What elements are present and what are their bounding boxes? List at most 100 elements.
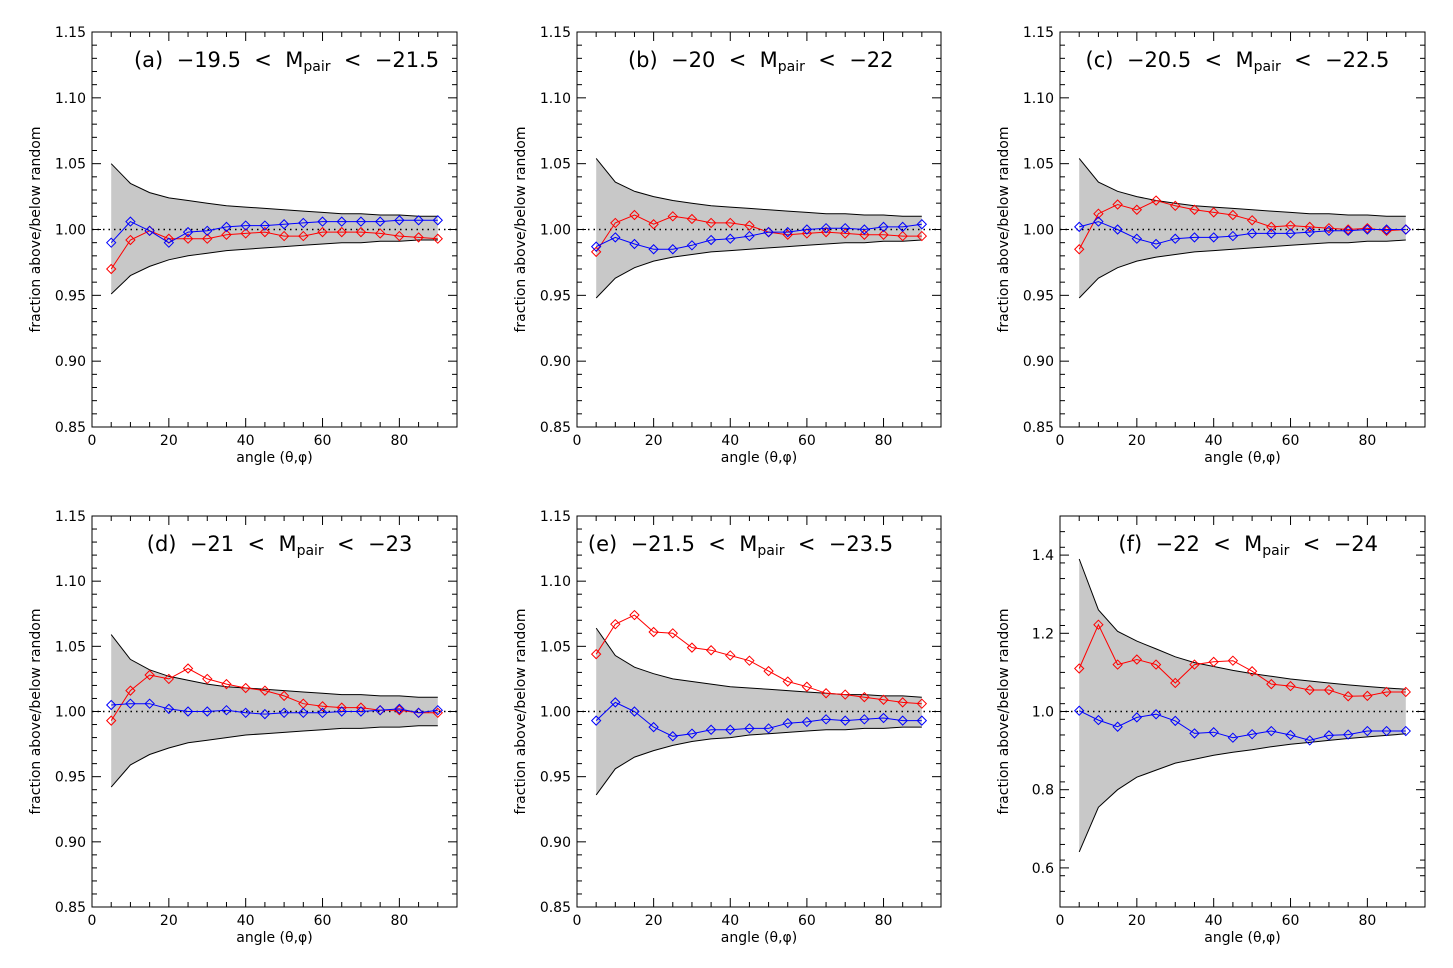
x-tick-label: 60 (798, 913, 816, 929)
title-sub: pair (778, 59, 805, 75)
data-point-blue (1246, 228, 1258, 239)
y-axis-label: fraction above/below random (28, 608, 44, 814)
panel-e: 0 20 40 60 80 0.85 0.90 0.95 1.00 1.05 1.10 1.15 ang… (513, 509, 942, 946)
data-point-blue (725, 724, 736, 735)
data-point-blue (1170, 233, 1181, 244)
y-tick-label: 1.15 (55, 25, 86, 41)
data-point-blue (317, 216, 328, 227)
data-point-blue (221, 221, 232, 233)
data-point-red (629, 609, 640, 621)
panel-title: (b) −20 < Mpair < −22 (628, 48, 894, 75)
y-tick-label: 1.0 (1032, 705, 1054, 721)
data-point-red (820, 688, 832, 699)
data-point-blue (374, 216, 386, 227)
data-point-blue (278, 219, 290, 230)
data-point-blue (125, 698, 136, 709)
y-tick-label: 1.00 (540, 223, 571, 239)
x-tick-label: 20 (645, 433, 663, 449)
data-point-blue (163, 237, 175, 248)
data-point-red (1208, 656, 1219, 668)
data-point-blue (1074, 705, 1085, 716)
band-upper-edge (595, 158, 922, 217)
data-point-red (1400, 686, 1411, 698)
data-point-blue (1285, 228, 1296, 239)
y-tick-label: 0.95 (55, 770, 86, 786)
title-label: (d) (147, 532, 177, 556)
x-axis-label: angle (θ,φ) (236, 450, 312, 466)
data-point-red (878, 229, 889, 240)
data-point-blue (1400, 725, 1411, 737)
data-point-blue (667, 731, 678, 742)
data-point-red (840, 689, 851, 700)
data-point-red (1285, 220, 1296, 231)
title-sp (163, 48, 176, 72)
data-point-red (1093, 208, 1104, 219)
y-tick-label: 0.85 (55, 900, 86, 916)
data-point-blue (1227, 732, 1239, 743)
data-point-blue (916, 219, 928, 230)
data-point-blue (432, 704, 443, 716)
y-tick-label: 1.05 (540, 157, 571, 173)
data-point-red (413, 232, 424, 243)
data-point-blue (897, 715, 908, 726)
data-point-blue (801, 716, 813, 728)
data-point-blue (1112, 224, 1123, 235)
band-upper-edge (110, 634, 438, 698)
title-upper: −22 (849, 48, 893, 72)
data-point-red (744, 655, 755, 666)
data-point-red (610, 618, 621, 630)
data-point-blue (1362, 725, 1373, 737)
data-point-blue (859, 224, 870, 235)
y-tick-label: 1.10 (540, 91, 571, 107)
data-point-red (820, 226, 832, 238)
data-point-red (763, 665, 774, 677)
y-tick-label: 1.15 (1023, 25, 1054, 41)
data-point-blue (1342, 729, 1354, 740)
data-point-blue (278, 707, 290, 719)
data-point-red (667, 628, 678, 639)
data-point-red (355, 702, 367, 713)
panel-title: (c) −20.5 < Mpair < −22.5 (1086, 48, 1390, 75)
title-label: (a) (134, 48, 163, 72)
title-lower: −22 (1156, 532, 1200, 556)
x-axis-label: angle (θ,φ) (236, 930, 312, 946)
confidence-band (1079, 559, 1406, 852)
data-point-blue (705, 234, 717, 246)
data-point-red (240, 682, 251, 694)
x-tick-label: 20 (1128, 433, 1146, 449)
y-tick-label: 1.2 (1032, 626, 1054, 642)
data-point-blue (374, 704, 386, 716)
data-point-blue (1150, 238, 1162, 250)
panel-title: (d) −21 < Mpair < −23 (147, 532, 413, 559)
title-mag: M (1244, 532, 1262, 556)
data-point-blue (394, 215, 405, 226)
data-point-red (355, 226, 367, 238)
data-point-red (1208, 207, 1219, 218)
x-tick-label: 60 (314, 913, 332, 929)
data-point-red (182, 233, 194, 244)
data-point-blue (820, 222, 832, 234)
title-sp (658, 48, 671, 72)
x-tick-label: 20 (1128, 913, 1146, 929)
data-point-blue (629, 706, 640, 717)
title-label: (c) (1086, 48, 1114, 72)
x-tick-label: 80 (875, 913, 893, 929)
data-point-red (878, 694, 889, 705)
data-point-blue (355, 706, 367, 717)
x-tick-label: 40 (237, 433, 255, 449)
data-point-blue (317, 707, 328, 719)
data-point-blue (801, 224, 813, 235)
data-point-red (859, 229, 870, 240)
title-mag: M (1236, 48, 1254, 72)
y-tick-label: 0.85 (1023, 420, 1054, 436)
data-point-red (897, 230, 908, 242)
x-tick-label: 20 (160, 913, 178, 929)
y-axis-label: fraction above/below random (28, 126, 44, 332)
data-point-blue (667, 244, 678, 255)
panel-d: 0 20 40 60 80 0.85 0.90 0.95 1.00 1.05 1.10 1.15 ang… (28, 509, 458, 946)
y-tick-label: 1.00 (540, 705, 571, 721)
x-tick-label: 40 (721, 433, 739, 449)
title-upper: −24 (1334, 532, 1378, 556)
y-tick-label: 0.8 (1032, 783, 1054, 799)
data-point-blue (163, 703, 175, 715)
